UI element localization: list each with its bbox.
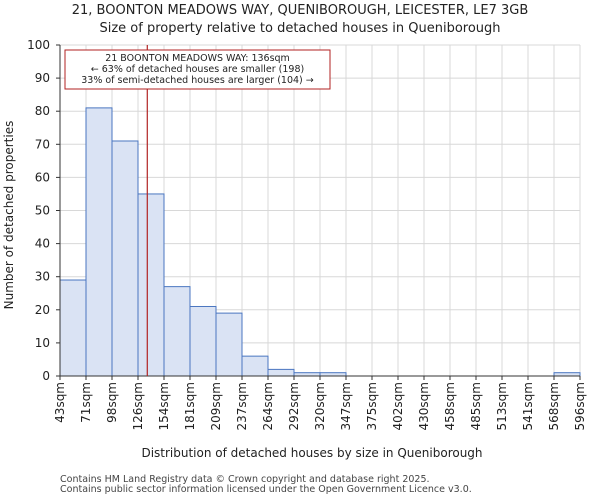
y-tick-label-9: 90 xyxy=(35,71,50,85)
y-tick-label-3: 30 xyxy=(35,270,50,284)
x-tick-label-11: 347sqm xyxy=(339,382,353,430)
bar-7 xyxy=(241,355,269,377)
y-tick-label-5: 50 xyxy=(35,204,50,218)
x-tick-label-5: 181sqm xyxy=(183,382,197,430)
x-tick-label-16: 485sqm xyxy=(469,382,483,430)
x-tick-label-6: 209sqm xyxy=(209,382,223,430)
x-tick-label-9: 292sqm xyxy=(287,382,301,430)
x-tick-label-10: 320sqm xyxy=(313,382,327,430)
x-tick-label-8: 264sqm xyxy=(261,382,275,430)
annotation-line-1: 21 BOONTON MEADOWS WAY: 136sqm xyxy=(105,53,290,64)
y-tick-label-0: 0 xyxy=(42,369,50,383)
x-tick-label-15: 458sqm xyxy=(443,382,457,430)
bar-2 xyxy=(111,140,139,377)
y-tick-label-2: 20 xyxy=(35,303,50,317)
x-tick-label-14: 430sqm xyxy=(417,382,431,430)
annotation-box xyxy=(64,49,331,90)
x-tick-label-18: 541sqm xyxy=(521,382,535,430)
y-ticks: 0 10 20 30 40 50 60 70 80 90 100 xyxy=(27,38,60,383)
bar-1 xyxy=(85,107,113,377)
x-ticks: 43sqm 71sqm 98sqm 126sqm 154sqm 181sqm 209sqm 2… xyxy=(53,376,587,430)
bar-0 xyxy=(59,279,87,377)
chart-subtitle: Size of property relative to detached ho… xyxy=(99,21,500,36)
x-tick-label-1: 71sqm xyxy=(79,382,93,423)
bar-5 xyxy=(189,305,217,377)
y-tick-label-10: 100 xyxy=(27,38,50,52)
bar-3 xyxy=(137,193,165,377)
chart-title: 21, BOONTON MEADOWS WAY, QUENIBOROUGH, L… xyxy=(72,3,529,18)
marker: 21 BOONTON MEADOWS WAY: 136sqm← 63% of d… xyxy=(64,45,331,376)
y-tick-label-7: 70 xyxy=(35,137,50,151)
annotation-line-3: 33% of semi-detached houses are larger (… xyxy=(81,75,314,86)
x-tick-label-3: 126sqm xyxy=(131,382,145,430)
x-tick-label-17: 513sqm xyxy=(495,382,509,430)
x-tick-label-20: 596sqm xyxy=(573,382,587,430)
y-tick-label-8: 80 xyxy=(35,104,50,118)
y-axis-label: Number of detached properties xyxy=(2,121,16,310)
x-axis-label: Distribution of detached houses by size … xyxy=(141,446,482,460)
y-tick-label-6: 60 xyxy=(35,170,50,184)
x-tick-label-2: 98sqm xyxy=(105,382,119,423)
bar-8 xyxy=(267,368,295,377)
y-tick-label-1: 10 xyxy=(35,336,50,350)
x-tick-label-7: 237sqm xyxy=(235,382,249,430)
y-tick-label-4: 40 xyxy=(35,237,50,251)
x-tick-label-19: 568sqm xyxy=(547,382,561,430)
footer-line-1: Contains HM Land Registry data © Crown c… xyxy=(60,474,430,485)
bar-4 xyxy=(163,286,191,377)
x-tick-label-13: 402sqm xyxy=(391,382,405,430)
annotation-line-2: ← 63% of detached houses are smaller (19… xyxy=(91,64,304,75)
bars xyxy=(59,107,581,377)
x-tick-label-4: 154sqm xyxy=(157,382,171,430)
footer-line-2: Contains public sector information licen… xyxy=(60,484,472,495)
x-tick-label-0: 43sqm xyxy=(53,382,67,423)
x-tick-label-12: 375sqm xyxy=(365,382,379,430)
bar-6 xyxy=(215,312,243,377)
